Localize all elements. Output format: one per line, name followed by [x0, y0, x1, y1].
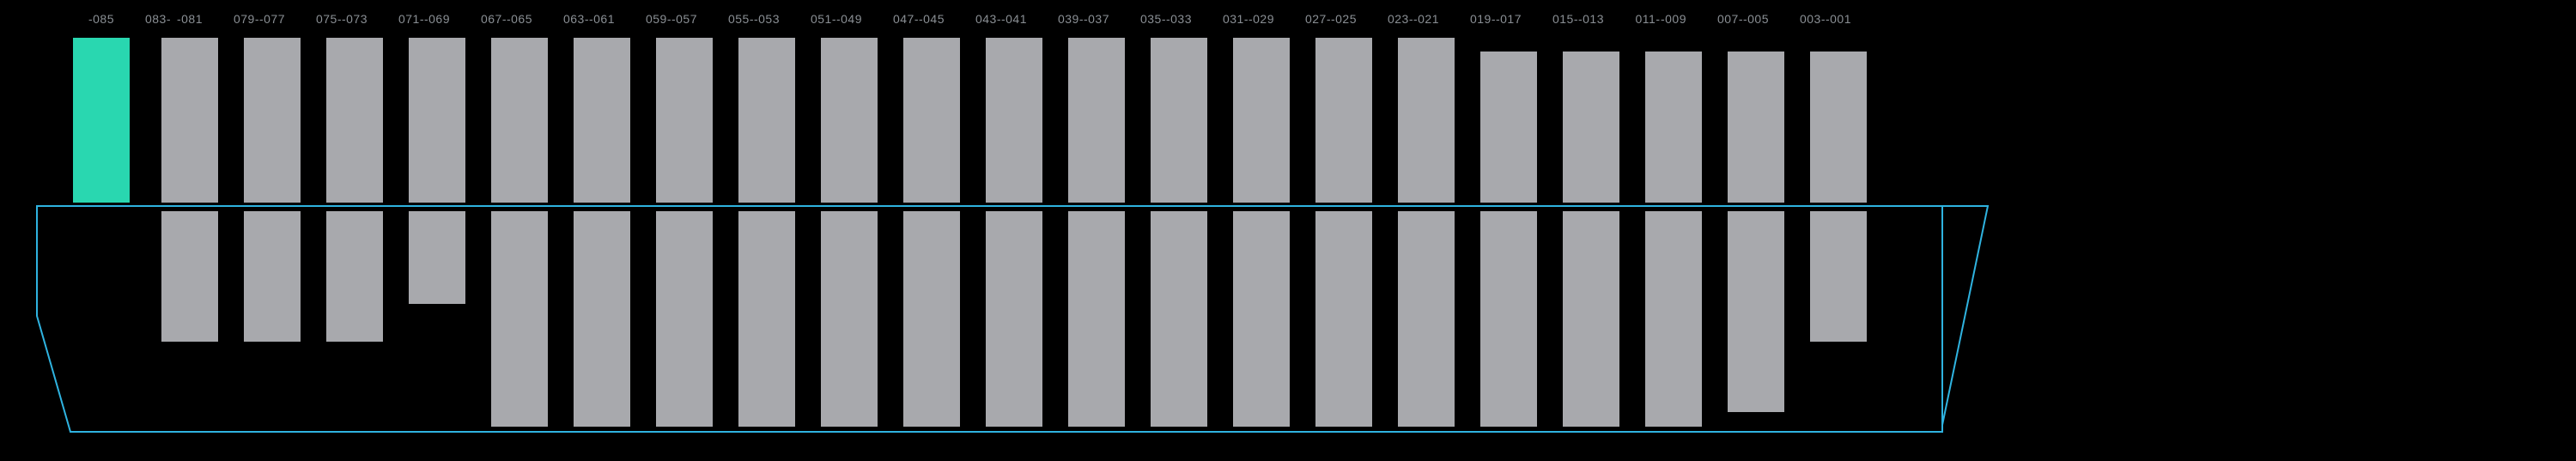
bay-bottom[interactable]: [738, 211, 795, 427]
bay-top[interactable]: [161, 38, 218, 203]
bay-top[interactable]: [656, 38, 713, 203]
bay-top[interactable]: [821, 38, 878, 203]
bay-bottom[interactable]: [574, 211, 630, 427]
bay-bottom[interactable]: [1151, 211, 1207, 427]
bay-bottom[interactable]: [656, 211, 713, 427]
bay-bottom[interactable]: [986, 211, 1042, 427]
bay-top[interactable]: [326, 38, 383, 203]
bay-top[interactable]: [409, 38, 465, 203]
bay-bottom[interactable]: [161, 211, 218, 342]
bay-top[interactable]: [244, 38, 301, 203]
bay-top[interactable]: [491, 38, 548, 203]
bay-top[interactable]: [1068, 38, 1125, 203]
bay-top-selected[interactable]: [73, 38, 130, 203]
bay-top[interactable]: [903, 38, 960, 203]
bay-bottom[interactable]: [1233, 211, 1290, 427]
bay-top[interactable]: [1563, 52, 1619, 203]
bay-bottom[interactable]: [903, 211, 960, 427]
bay-top[interactable]: [1728, 52, 1784, 203]
bay-bottom[interactable]: [491, 211, 548, 427]
bay-top[interactable]: [1151, 38, 1207, 203]
bay-top[interactable]: [1480, 52, 1537, 203]
bay-bottom[interactable]: [409, 211, 465, 304]
bay-plan-diagram: -085083--081079--077075--073071--069067-…: [0, 0, 2576, 461]
bay-top[interactable]: [1233, 38, 1290, 203]
bay-bottom[interactable]: [244, 211, 301, 342]
bay-top[interactable]: [1810, 52, 1867, 203]
bay-bottom[interactable]: [1315, 211, 1372, 427]
bay-bottom[interactable]: [326, 211, 383, 342]
bay-top[interactable]: [738, 38, 795, 203]
bay-bottom[interactable]: [1398, 211, 1455, 427]
bay-bottom[interactable]: [1068, 211, 1125, 427]
bay-top[interactable]: [1315, 38, 1372, 203]
bay-bottom[interactable]: [1810, 211, 1867, 342]
bay-top[interactable]: [986, 38, 1042, 203]
bay-top[interactable]: [1398, 38, 1455, 203]
bay-top[interactable]: [574, 38, 630, 203]
bay-bottom[interactable]: [1480, 211, 1537, 427]
bay-top[interactable]: [1645, 52, 1702, 203]
bay-bottom[interactable]: [1645, 211, 1702, 427]
bay-bottom[interactable]: [1728, 211, 1784, 412]
bay-bottom[interactable]: [821, 211, 878, 427]
bay-bottom[interactable]: [1563, 211, 1619, 427]
